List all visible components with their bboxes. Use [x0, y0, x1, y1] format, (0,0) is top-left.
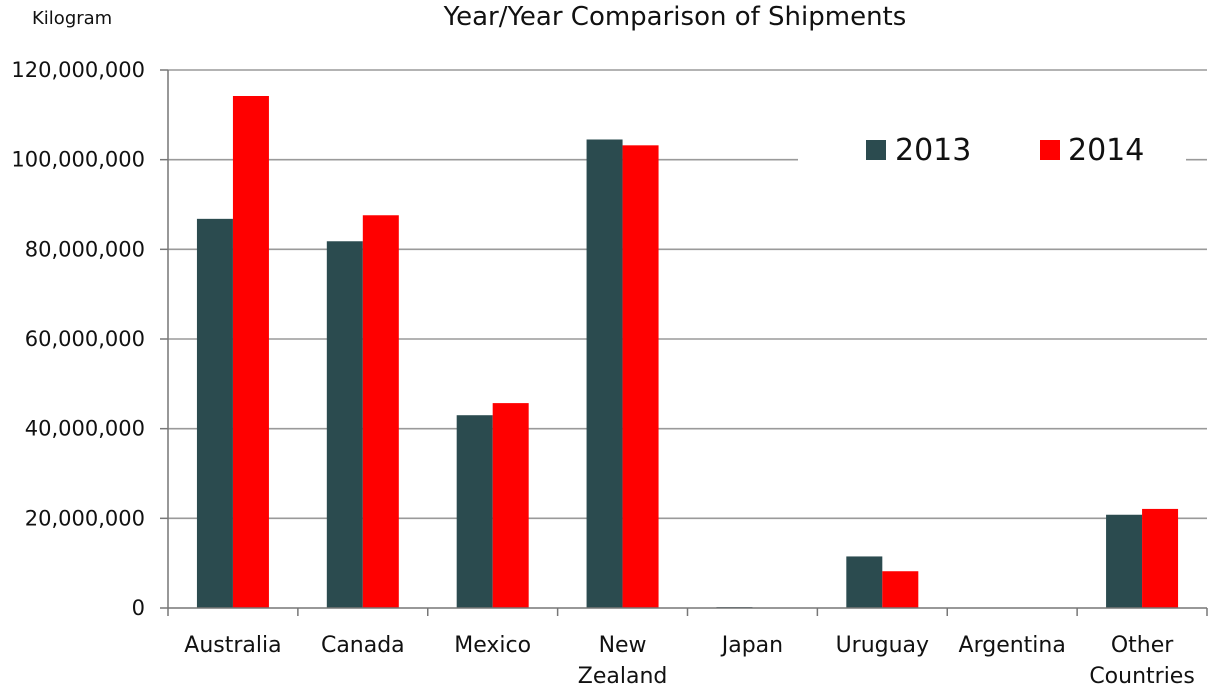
- x-tick-label: Japan: [720, 633, 783, 658]
- x-tick-label: Argentina: [959, 633, 1066, 658]
- bar-2013-2: [457, 415, 493, 608]
- bar-2014-2: [493, 403, 529, 608]
- x-tick-label-line: Countries: [1089, 664, 1195, 689]
- x-tick-label-line: Australia: [184, 633, 281, 658]
- x-tick-label: New Zealand: [578, 633, 668, 689]
- legend: 2013 2014: [798, 126, 1186, 172]
- legend-swatch-2013: [866, 140, 886, 160]
- y-tick-label: 0: [132, 596, 145, 620]
- bar-2013-5: [846, 556, 882, 608]
- x-tick-label-line: Uruguay: [836, 633, 930, 658]
- legend-label-2013: 2013: [895, 133, 971, 168]
- x-tick-label-line: Zealand: [578, 664, 668, 689]
- x-tick-label-line: Mexico: [454, 633, 531, 658]
- y-tick-label: 100,000,000: [11, 148, 145, 172]
- x-tick-label: Other Countries: [1089, 633, 1195, 689]
- x-tick-label-line: Other: [1111, 633, 1174, 658]
- bar-2014-0: [233, 96, 269, 608]
- bar-2014-5: [882, 571, 918, 608]
- x-tick-label-line: Japan: [720, 633, 783, 658]
- chart-title: Year/Year Comparison of Shipments: [443, 2, 907, 32]
- x-tick-label: Mexico: [454, 633, 531, 658]
- bar-2014-7: [1142, 509, 1178, 608]
- y-tick-label: 120,000,000: [11, 58, 145, 82]
- y-tick-label: 40,000,000: [25, 417, 145, 441]
- x-tick-label-line: New: [599, 633, 647, 658]
- bar-2013-0: [197, 219, 233, 608]
- y-tick-label: 60,000,000: [25, 327, 145, 351]
- x-tick-label-line: Canada: [321, 633, 405, 658]
- bar-2013-3: [587, 139, 623, 608]
- x-tick-label-line: Argentina: [959, 633, 1066, 658]
- x-tick-label: Australia: [184, 633, 281, 658]
- y-tick-label: 20,000,000: [25, 506, 145, 530]
- legend-swatch-2014: [1040, 140, 1060, 160]
- y-axis-label: Kilogram: [32, 8, 112, 29]
- bar-2013-7: [1106, 515, 1142, 608]
- bar-2014-1: [363, 215, 399, 608]
- bar-2013-1: [327, 241, 363, 608]
- bars-layer: [197, 96, 1178, 608]
- x-tick-label: Uruguay: [836, 633, 930, 658]
- legend-label-2014: 2014: [1068, 133, 1144, 168]
- y-tick-label: 80,000,000: [25, 237, 145, 261]
- x-tick-label: Canada: [321, 633, 405, 658]
- bar-2014-3: [623, 145, 659, 608]
